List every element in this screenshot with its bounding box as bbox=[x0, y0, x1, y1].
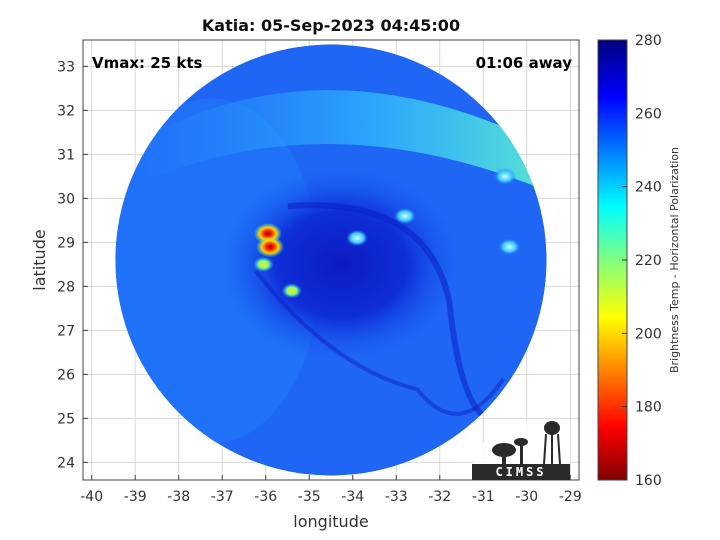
y-tick-label: 26 bbox=[57, 367, 75, 383]
x-tick-label: -33 bbox=[385, 489, 408, 505]
x-tick-label: -30 bbox=[515, 489, 538, 505]
vmax-annotation: Vmax: 25 kts bbox=[92, 54, 202, 72]
colorbar-ticks: 160 180 200 220 240 260 280 bbox=[622, 33, 662, 489]
colorbar-tick-label: 200 bbox=[635, 326, 662, 342]
y-tick-label: 27 bbox=[57, 323, 75, 339]
y-tick-label: 30 bbox=[57, 191, 75, 207]
x-tick-label: -34 bbox=[341, 489, 364, 505]
y-tick-label: 32 bbox=[57, 103, 75, 119]
brightness-feature bbox=[256, 236, 285, 258]
y-tick-label: 31 bbox=[57, 147, 75, 163]
y-tick-label: 29 bbox=[57, 235, 75, 251]
cimss-logo: CIMSS bbox=[472, 420, 570, 480]
brightness-feature bbox=[281, 283, 302, 299]
colorbar-tick-label: 180 bbox=[635, 400, 662, 416]
x-tick-label: -37 bbox=[211, 489, 234, 505]
logo-text: CIMSS bbox=[495, 465, 546, 479]
x-tick-label: -29 bbox=[559, 489, 582, 505]
plot-frame bbox=[82, 39, 580, 481]
swath-image bbox=[115, 44, 547, 476]
colorbar-tick-label: 260 bbox=[635, 106, 662, 122]
x-tick-label: -40 bbox=[80, 489, 103, 505]
y-axis-ticks: 24 25 26 27 28 29 30 31 32 33 bbox=[57, 59, 88, 471]
x-tick-label: -36 bbox=[254, 489, 277, 505]
time-offset-annotation: 01:06 away bbox=[476, 54, 573, 72]
warm-region-left bbox=[115, 98, 321, 444]
y-tick-label: 28 bbox=[57, 279, 75, 295]
brightness-feature bbox=[253, 256, 274, 272]
brightness-feature bbox=[494, 168, 517, 185]
x-axis-ticks: -40 -39 -38 -37 -36 -35 -34 -33 -32 -31 -30 -29 bbox=[80, 475, 582, 505]
y-tick-label: 24 bbox=[57, 455, 75, 471]
colorbar-label: Brightness Temp - Horizontal Polarizatio… bbox=[668, 147, 681, 373]
x-tick-label: -31 bbox=[472, 489, 495, 505]
brightness-feature bbox=[498, 238, 521, 256]
spiral-band bbox=[253, 269, 506, 416]
y-tick-label: 33 bbox=[57, 59, 75, 75]
brightness-feature bbox=[346, 229, 369, 247]
x-tick-label: -38 bbox=[167, 489, 190, 505]
x-tick-label: -32 bbox=[428, 489, 451, 505]
x-tick-label: -39 bbox=[124, 489, 147, 505]
colorbar-tick-label: 160 bbox=[635, 473, 662, 489]
y-tick-label: 25 bbox=[57, 411, 75, 427]
colorbar-tick-label: 220 bbox=[635, 253, 662, 269]
spiral-band bbox=[287, 202, 494, 425]
colorbar-tick-label: 240 bbox=[635, 180, 662, 196]
colorbar-tick-label: 280 bbox=[635, 33, 662, 49]
chart-title: Katia: 05-Sep-2023 04:45:00 bbox=[202, 16, 460, 35]
cool-band-north bbox=[136, 90, 547, 196]
y-axis-label: latitude bbox=[30, 229, 49, 290]
brightness-feature bbox=[393, 207, 416, 225]
x-axis-label: longitude bbox=[293, 512, 368, 531]
x-tick-label: -35 bbox=[298, 489, 321, 505]
